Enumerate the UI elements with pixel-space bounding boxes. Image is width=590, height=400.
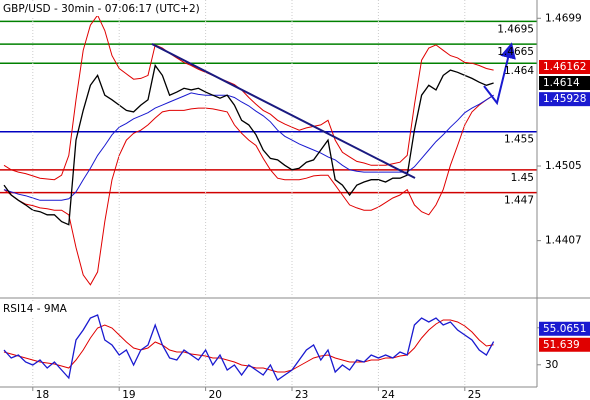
title-bg bbox=[1, 302, 70, 316]
y-tick-label: 1.4699 bbox=[545, 12, 582, 24]
forecast-arrow bbox=[483, 42, 516, 106]
price-box bbox=[539, 60, 590, 75]
price-box-label: 1.45928 bbox=[543, 93, 586, 105]
x-tick-label: 19 bbox=[122, 389, 135, 400]
level-label: 1.4695 bbox=[497, 23, 534, 35]
price-box-label: 55.0651 bbox=[543, 323, 586, 335]
trend-line bbox=[151, 43, 416, 179]
level-label: 1.455 bbox=[504, 134, 534, 146]
price-box bbox=[539, 321, 590, 336]
series-line bbox=[3, 94, 494, 286]
price-box bbox=[539, 76, 590, 91]
series-line bbox=[3, 92, 494, 201]
x-tick-label: 23 bbox=[295, 389, 308, 400]
plot-layer bbox=[0, 0, 541, 391]
panel-title: GBP/USD - 30min - 07:06:17 (UTC+2) bbox=[3, 3, 200, 15]
x-tick-label: 18 bbox=[36, 389, 49, 400]
price-box-label: 51.639 bbox=[543, 339, 580, 351]
price-box-label: 1.4614 bbox=[543, 77, 580, 89]
x-tick-label: 24 bbox=[381, 389, 395, 400]
level-label: 1.464 bbox=[504, 65, 534, 77]
series-line bbox=[3, 63, 494, 226]
series-line bbox=[3, 14, 494, 181]
price-box bbox=[539, 337, 590, 352]
x-tick-label: 25 bbox=[468, 389, 481, 400]
series-line bbox=[3, 314, 495, 381]
level-label: 1.4665 bbox=[497, 46, 534, 58]
x-tick-label: 20 bbox=[209, 389, 222, 400]
level-label: 1.45 bbox=[511, 172, 534, 184]
price-box-label: 1.46162 bbox=[543, 61, 586, 73]
y-tick-label: 1.4407 bbox=[545, 235, 582, 247]
level-label: 1.447 bbox=[504, 195, 534, 207]
y-tick-label: 1.4505 bbox=[545, 160, 582, 172]
panel-title: RSI14 - 9MA bbox=[3, 303, 68, 315]
y-tick-label: 30 bbox=[545, 359, 558, 371]
title-bg bbox=[1, 2, 202, 16]
price-box bbox=[539, 92, 590, 107]
